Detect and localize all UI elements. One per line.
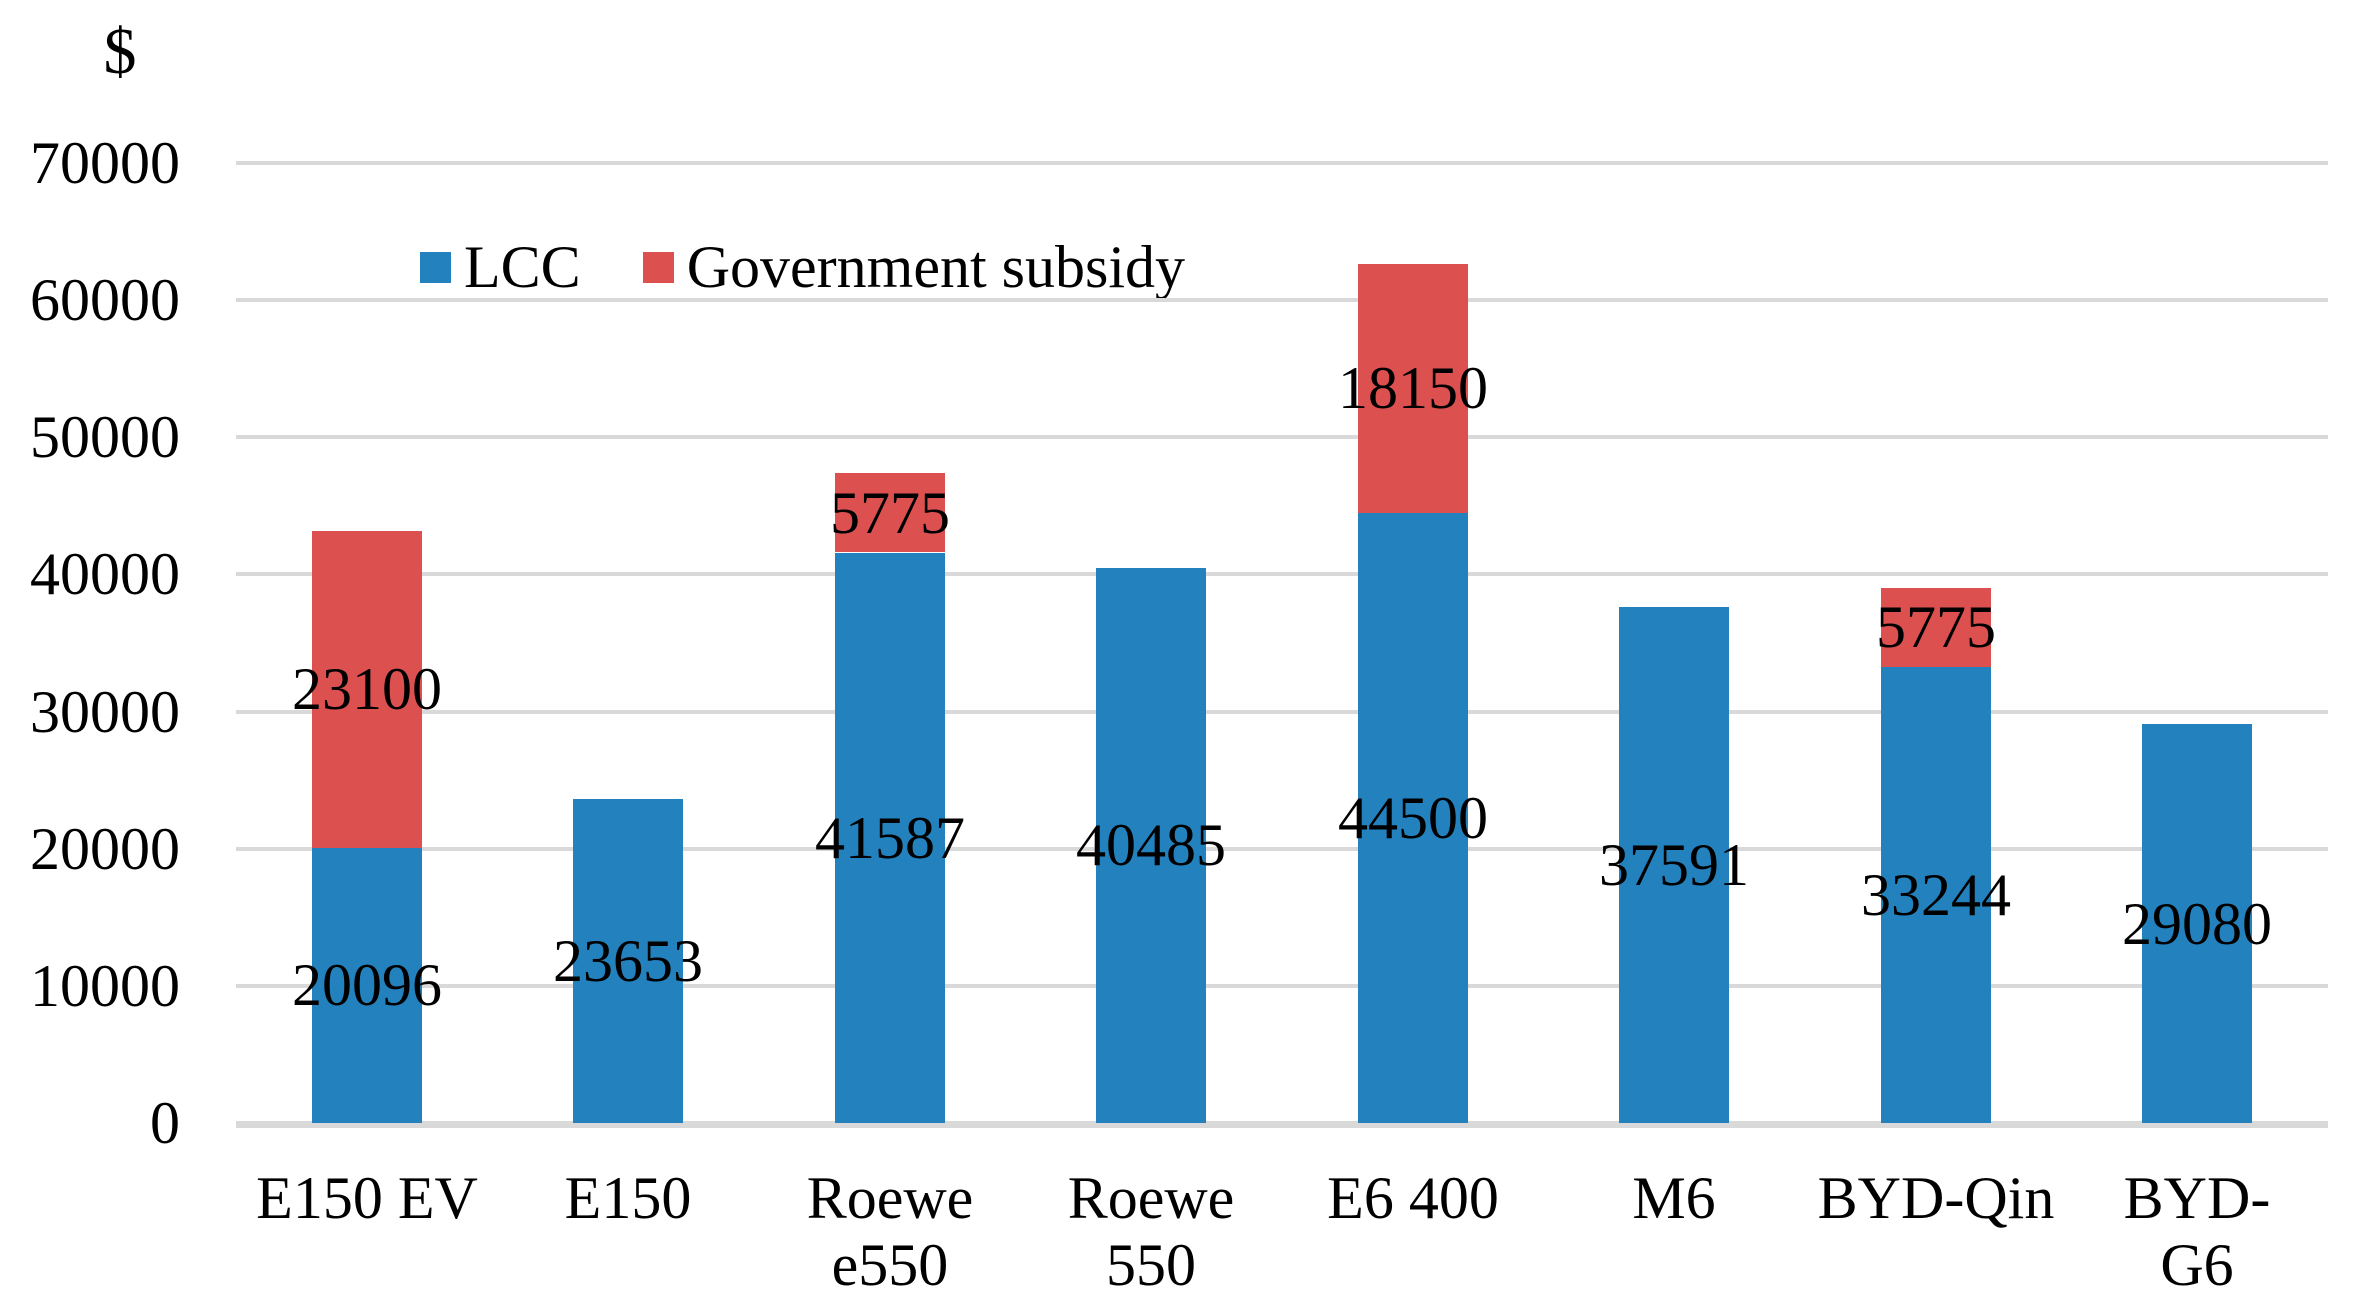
bar-subsidy-3 <box>835 473 945 552</box>
gridline <box>236 572 2328 576</box>
data-label-lcc-3: 41587 <box>815 805 965 871</box>
bar-lcc-5 <box>1358 513 1468 1123</box>
legend-label-government-subsidy: Government subsidy <box>686 234 1185 300</box>
data-label-lcc-7: 33244 <box>1861 862 2011 928</box>
bar-lcc-8 <box>2142 724 2252 1123</box>
x-category-label: E6 400 <box>1327 1165 1499 1231</box>
gridline <box>236 710 2328 714</box>
data-label-lcc-6: 37591 <box>1599 832 1749 898</box>
bar-subsidy-5 <box>1358 264 1468 513</box>
data-label-lcc-8: 29080 <box>2122 891 2272 957</box>
x-axis-line <box>236 1121 2328 1128</box>
data-label-lcc-5: 44500 <box>1338 785 1488 851</box>
bar-lcc-7 <box>1881 667 1991 1123</box>
legend-item-lcc: LCC <box>420 236 581 298</box>
data-label-lcc-2: 23653 <box>553 928 703 994</box>
data-label-lcc-1: 20096 <box>292 952 442 1018</box>
bar-subsidy-7 <box>1881 588 1991 667</box>
y-tick-label: 60000 <box>30 267 180 333</box>
legend-swatch-government-subsidy-icon <box>642 251 674 283</box>
x-category-label: E150 EV <box>256 1165 478 1231</box>
data-label-lcc-4: 40485 <box>1076 812 1226 878</box>
bar-lcc-3 <box>835 553 945 1123</box>
bar-subsidy-1 <box>312 531 422 848</box>
y-tick-label: 10000 <box>30 953 180 1019</box>
x-category-label: Roewe 550 <box>1067 1165 1235 1298</box>
bar-lcc-2 <box>573 799 683 1123</box>
y-tick-label: 50000 <box>30 404 180 470</box>
data-label-subsidy-5: 18150 <box>1338 355 1488 421</box>
y-tick-label: 70000 <box>30 130 180 196</box>
bar-lcc-1 <box>312 847 422 1123</box>
y-tick-label: 40000 <box>30 541 180 607</box>
x-category-label: M6 <box>1632 1165 1716 1231</box>
legend: LCC Government subsidy <box>420 236 1185 298</box>
y-tick-label: 20000 <box>30 816 180 882</box>
bar-lcc-6 <box>1619 607 1729 1123</box>
bar-lcc-4 <box>1096 568 1206 1123</box>
data-label-subsidy-7: 5775 <box>1876 594 1996 660</box>
data-label-subsidy-1: 23100 <box>292 656 442 722</box>
y-axis-title: $ <box>103 15 137 88</box>
legend-swatch-lcc-icon <box>420 251 451 283</box>
x-category-label: BYD-Qin <box>1817 1165 2055 1231</box>
gridline <box>236 435 2328 439</box>
gridline <box>236 984 2328 988</box>
y-tick-label: 30000 <box>30 679 180 745</box>
gridline <box>236 847 2328 851</box>
x-category-label: Roewe e550 <box>806 1165 974 1298</box>
x-category-label: E150 <box>564 1165 692 1231</box>
data-label-subsidy-3: 5775 <box>830 480 950 546</box>
legend-label-lcc: LCC <box>464 234 581 300</box>
y-tick-label: 0 <box>150 1090 180 1156</box>
gridline <box>236 298 2328 302</box>
legend-item-government-subsidy: Government subsidy <box>642 234 1185 300</box>
gridline <box>236 161 2328 165</box>
x-category-label: BYD-G6 <box>2123 1165 2271 1298</box>
